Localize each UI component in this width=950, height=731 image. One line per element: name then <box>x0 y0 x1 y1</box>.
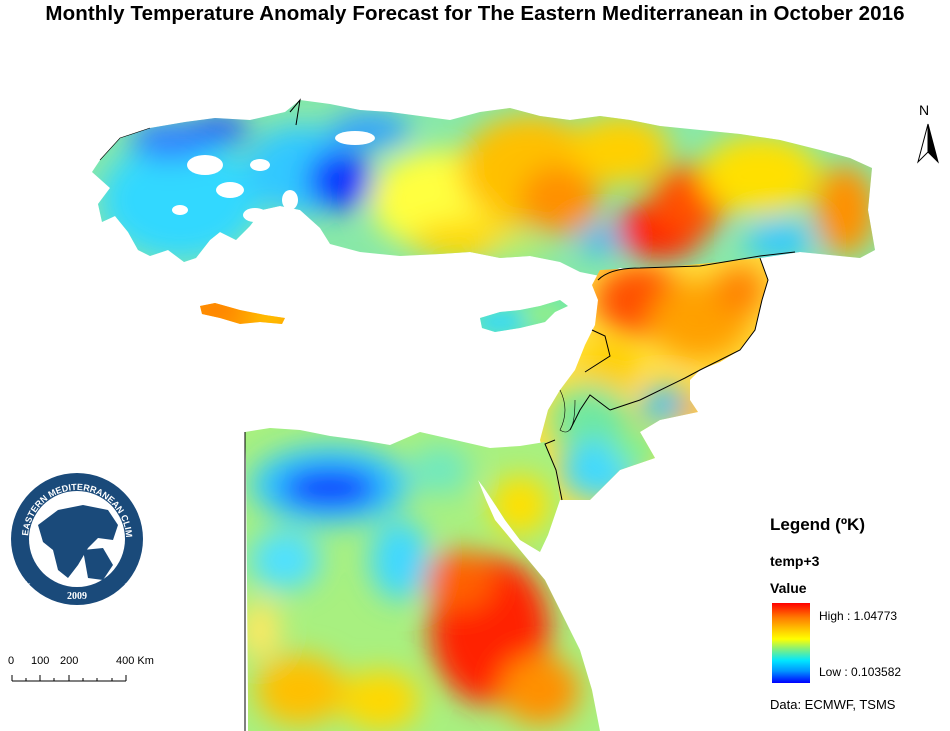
svg-text:★: ★ <box>22 580 31 591</box>
north-arrow: N <box>912 102 944 164</box>
jordan-border <box>569 394 611 431</box>
logo-year: 2009 <box>67 591 87 602</box>
aegean-islands <box>172 131 375 258</box>
legend-low-label: Low : 0.103582 <box>819 665 902 679</box>
scale-label-200: 200 <box>60 655 79 667</box>
data-source: Data: ECMWF, TSMS <box>770 697 896 712</box>
legend-layer-name: temp+3 <box>770 553 820 569</box>
north-letter: N <box>919 102 930 118</box>
greece-turkey-border <box>289 98 301 126</box>
legend-field-name: Value <box>770 580 807 596</box>
svg-text:★: ★ <box>124 580 133 591</box>
legend-high-label: High : 1.04773 <box>819 609 898 623</box>
legend-title: Legend (ºK) <box>770 515 865 534</box>
scale-bar-ticks <box>11 675 127 682</box>
emcc-logo-icon: ★ ★ EASTERN MEDITERRANEAN CLIMATE CENTRE… <box>5 462 143 605</box>
scale-label-100: 100 <box>31 655 50 667</box>
north-arrow-icon <box>917 123 939 164</box>
emcc-logo: ★ ★ EASTERN MEDITERRANEAN CLIMATE CENTRE… <box>5 462 146 608</box>
legend: Legend (ºK) temp+3 Value High : 1.04773 … <box>770 515 945 720</box>
scale-bar: 0 100 200 400 Km <box>8 655 168 689</box>
legend-color-ramp <box>772 603 810 683</box>
israel-border <box>544 439 563 501</box>
turkey-syria-border <box>597 251 796 281</box>
syria-iraq-border <box>609 257 769 411</box>
scale-label-400: 400 Km <box>116 655 154 667</box>
map-title: Monthly Temperature Anomaly Forecast for… <box>45 2 905 25</box>
lebanon-border <box>584 329 611 373</box>
scale-label-0: 0 <box>8 655 15 667</box>
